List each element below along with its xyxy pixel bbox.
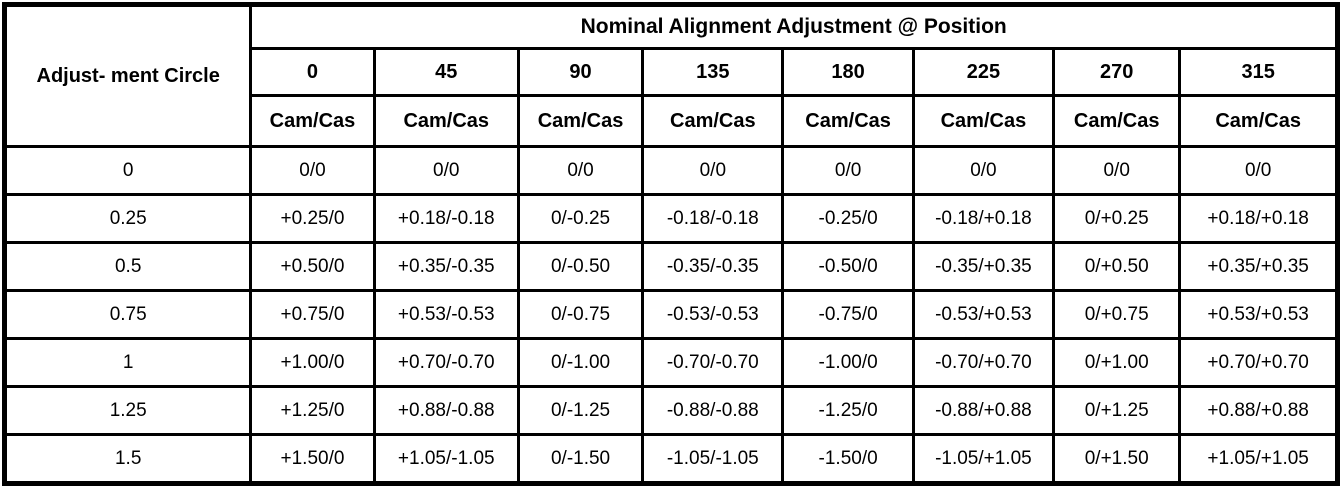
header-row-cam-cas: Cam/Cas Cam/Cas Cam/Cas Cam/Cas Cam/Cas Cam/C… <box>5 94 1339 148</box>
value-cell: -0.70/-0.70 <box>641 337 785 388</box>
value-cell: 0/-1.50 <box>516 433 645 485</box>
row-label-adjustment-circle: 0.5 <box>2 241 253 292</box>
value-cell: 0/-0.25 <box>516 193 645 244</box>
value-cell: -0.53/-0.53 <box>641 289 785 340</box>
value-cell: 0/0 <box>1052 145 1182 196</box>
position-header-45: 45 <box>372 47 520 97</box>
table-row: 1.5 +1.50/0 +1.05/-1.05 0/-1.50 -1.05/-1.05-… <box>2 433 1339 485</box>
header-row-span: Adjust- ment Circle Nominal Alignment Ad… <box>2 3 1339 148</box>
position-header-0: 0 <box>249 47 376 97</box>
value-cell: 0/+1.50 <box>1052 433 1182 485</box>
table-title-nominal-alignment: Nominal Alignment Adjustment @ Position <box>249 3 1339 50</box>
table-row: 0.25 +0.25/0 +0.18/-0.18 0/-0.25 -0.18/-0.18… <box>2 193 1339 244</box>
value-cell: -1.00/0 <box>781 337 915 388</box>
value-cell: 0/0 <box>372 145 520 196</box>
cam-cas-header: Cam/Cas <box>1178 94 1339 148</box>
value-cell: -0.75/0 <box>781 289 915 340</box>
cam-cas-header: Cam/Cas <box>516 94 645 148</box>
table-row: 0 0/0 0/0 0/0 0/0 0/0 0/0 0/0 0/0 <box>2 145 1339 196</box>
value-cell: -1.05/-1.05 <box>641 433 785 485</box>
corner-header-adjustment-circle: Adjust- ment Circle <box>2 3 253 148</box>
value-cell: +0.35/-0.35 <box>372 241 520 292</box>
value-cell: -0.25/0 <box>781 193 915 244</box>
row-label-adjustment-circle: 0 <box>2 145 253 196</box>
value-cell: +1.05/+1.05 <box>1178 433 1339 485</box>
cam-cas-header: Cam/Cas <box>781 94 915 148</box>
value-cell: 0/0 <box>249 145 376 196</box>
row-label-adjustment-circle: 1 <box>2 337 253 388</box>
position-header-180: 180 <box>781 47 915 97</box>
value-cell: +0.18/+0.18 <box>1178 193 1339 244</box>
value-cell: 0/+0.50 <box>1052 241 1182 292</box>
value-cell: -0.88/-0.88 <box>641 385 785 436</box>
position-header-315: 315 <box>1178 47 1339 97</box>
position-header-225: 225 <box>911 47 1056 97</box>
value-cell: 0/-1.25 <box>516 385 645 436</box>
value-cell: 0/+0.75 <box>1052 289 1182 340</box>
value-cell: -0.35/+0.35 <box>911 241 1056 292</box>
value-cell: -0.70/+0.70 <box>911 337 1056 388</box>
cam-cas-header: Cam/Cas <box>249 94 376 148</box>
value-cell: 0/0 <box>781 145 915 196</box>
value-cell: +0.53/+0.53 <box>1178 289 1339 340</box>
alignment-adjustment-table: Adjust- ment Circle Nominal Alignment Ad… <box>2 2 1340 486</box>
cam-cas-header: Cam/Cas <box>1052 94 1182 148</box>
value-cell: 0/0 <box>641 145 785 196</box>
table-row: 1 +1.00/0 +0.70/-0.70 0/-1.00 -0.70/-0.70 -1.… <box>2 337 1339 388</box>
value-cell: -0.88/+0.88 <box>911 385 1056 436</box>
value-cell: 0/0 <box>516 145 645 196</box>
row-label-adjustment-circle: 1.5 <box>2 433 253 485</box>
value-cell: +1.00/0 <box>249 337 376 388</box>
value-cell: -0.18/+0.18 <box>911 193 1056 244</box>
value-cell: 0/+0.25 <box>1052 193 1182 244</box>
cam-cas-header: Cam/Cas <box>372 94 520 148</box>
value-cell: +0.25/0 <box>249 193 376 244</box>
value-cell: 0/-1.00 <box>516 337 645 388</box>
value-cell: 0/-0.50 <box>516 241 645 292</box>
table-row: 0.75 +0.75/0 +0.53/-0.53 0/-0.75 -0.53/-0.53… <box>2 289 1339 340</box>
header-row-positions: 0 45 90 135 180 225 270 315 <box>5 47 1339 97</box>
row-label-adjustment-circle: 0.25 <box>2 193 253 244</box>
value-cell: 0/0 <box>911 145 1056 196</box>
row-label-adjustment-circle: 1.25 <box>2 385 253 436</box>
position-header-90: 90 <box>516 47 645 97</box>
value-cell: -0.50/0 <box>781 241 915 292</box>
value-cell: -1.50/0 <box>781 433 915 485</box>
cam-cas-header: Cam/Cas <box>911 94 1056 148</box>
position-header-270: 270 <box>1052 47 1182 97</box>
value-cell: +1.05/-1.05 <box>372 433 520 485</box>
value-cell: +0.88/-0.88 <box>372 385 520 436</box>
value-cell: 0/+1.00 <box>1052 337 1182 388</box>
value-cell: +0.50/0 <box>249 241 376 292</box>
value-cell: 0/+1.25 <box>1052 385 1182 436</box>
table-row: 0.5 +0.50/0 +0.35/-0.35 0/-0.50 -0.35/-0.35-… <box>2 241 1339 292</box>
row-label-adjustment-circle: 0.75 <box>2 289 253 340</box>
value-cell: +0.35/+0.35 <box>1178 241 1339 292</box>
cam-cas-header: Cam/Cas <box>641 94 785 148</box>
value-cell: -1.25/0 <box>781 385 915 436</box>
value-cell: 0/-0.75 <box>516 289 645 340</box>
value-cell: +0.70/-0.70 <box>372 337 520 388</box>
value-cell: -0.18/-0.18 <box>641 193 785 244</box>
table-row: 1.25 +1.25/0 +0.88/-0.88 0/-1.25 -0.88/-0.88… <box>2 385 1339 436</box>
value-cell: +1.25/0 <box>249 385 376 436</box>
value-cell: -1.05/+1.05 <box>911 433 1056 485</box>
value-cell: +0.70/+0.70 <box>1178 337 1339 388</box>
value-cell: -0.35/-0.35 <box>641 241 785 292</box>
value-cell: +0.75/0 <box>249 289 376 340</box>
value-cell: +0.18/-0.18 <box>372 193 520 244</box>
value-cell: +1.50/0 <box>249 433 376 485</box>
value-cell: +0.53/-0.53 <box>372 289 520 340</box>
value-cell: 0/0 <box>1178 145 1339 196</box>
position-header-135: 135 <box>641 47 785 97</box>
value-cell: +0.88/+0.88 <box>1178 385 1339 436</box>
value-cell: -0.53/+0.53 <box>911 289 1056 340</box>
